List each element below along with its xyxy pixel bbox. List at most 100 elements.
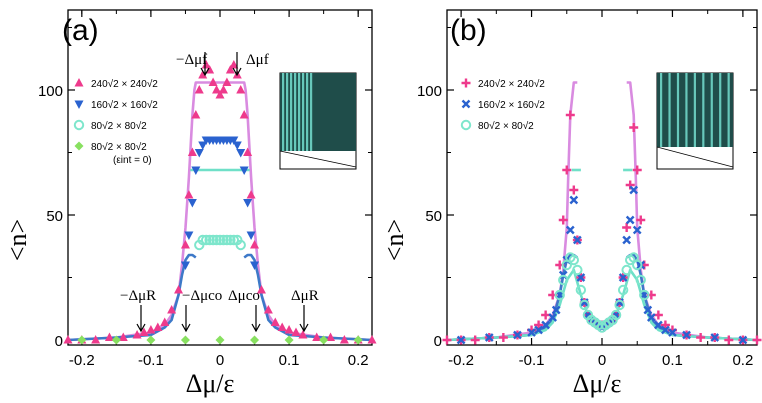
data-point	[218, 234, 229, 246]
data-point	[160, 317, 170, 326]
data-point	[211, 234, 222, 246]
data-point	[554, 289, 565, 301]
data-point	[187, 147, 197, 156]
data-point	[180, 261, 190, 270]
data-point	[284, 335, 294, 345]
data-point	[710, 333, 720, 342]
data-point	[250, 335, 260, 345]
inset-stripe	[660, 73, 663, 147]
data-point	[484, 333, 494, 342]
x-tick-label: -0.1	[138, 352, 164, 369]
inset-stripe	[298, 73, 301, 151]
data-point	[555, 290, 565, 300]
data-point	[622, 235, 632, 245]
arrow-icon	[181, 305, 191, 333]
panel-b: (b) <n> Δμ/ε -0.2 -0.1 0 0.1 0.2 0 50 100 240√2…	[380, 9, 762, 398]
y-tick-label: 50	[46, 208, 63, 225]
data-point	[153, 322, 163, 331]
data-point	[548, 313, 558, 322]
legend-marker	[461, 99, 471, 109]
panel-a-legend: 240√2 × 240√2 160√2 × 160√2 80√2 × 80√2 80√…	[73, 78, 158, 166]
legend-label: 80√2 × 80√2	[91, 120, 147, 132]
inset-stripe	[719, 73, 722, 147]
inset-stripe	[282, 73, 285, 151]
data-point	[146, 335, 156, 345]
data-point	[236, 149, 246, 158]
data-point	[319, 335, 329, 345]
data-point	[738, 335, 748, 345]
data-point	[228, 234, 240, 246]
data-point	[752, 335, 762, 345]
data-point	[696, 333, 706, 342]
annotation-minus-dmu-f: −Δμf	[176, 52, 207, 68]
data-point	[442, 335, 452, 345]
data-point	[629, 123, 639, 132]
legend-marker	[461, 78, 471, 88]
data-point	[246, 190, 256, 199]
panel-a-xlabel: Δμ/ε	[186, 369, 235, 398]
arrow-icon	[232, 52, 242, 77]
legend-marker	[74, 100, 84, 109]
x-tick-label: -0.2	[69, 352, 95, 369]
inset-stripe	[294, 73, 297, 151]
data-point	[580, 298, 589, 307]
data-point	[204, 234, 215, 246]
y-tick-label: 100	[38, 83, 63, 100]
data-point	[63, 335, 73, 344]
data-point	[551, 305, 561, 315]
data-point	[194, 149, 204, 158]
data-point	[569, 185, 579, 195]
data-point	[724, 335, 734, 345]
legend-marker	[74, 141, 84, 151]
panel-a-inset-snapshot	[279, 72, 357, 170]
data-point	[575, 284, 587, 296]
data-point	[682, 330, 691, 340]
y-tick-label: 0	[434, 333, 442, 350]
data-point	[180, 335, 190, 345]
data-point	[235, 239, 246, 251]
y-tick-label: 0	[55, 333, 63, 350]
data-point	[212, 85, 222, 94]
inset-stripe	[302, 73, 305, 151]
data-point	[635, 274, 646, 286]
data-point	[187, 199, 197, 208]
data-point	[208, 77, 218, 86]
data-point	[660, 320, 670, 330]
data-point	[339, 335, 349, 344]
data-point	[470, 335, 480, 345]
data-point	[215, 335, 225, 345]
data-point	[661, 325, 670, 335]
legend-marker	[460, 119, 472, 131]
data-point	[225, 234, 236, 246]
data-point	[632, 165, 642, 175]
data-point	[246, 231, 256, 240]
data-point	[312, 332, 322, 341]
annotation-dmu-f: Δμf	[246, 52, 269, 68]
data-point	[263, 305, 273, 314]
data-point	[558, 215, 568, 225]
data-point	[104, 332, 114, 341]
data-point	[654, 320, 663, 330]
inset-stripe	[286, 73, 289, 151]
data-point	[215, 90, 225, 99]
data-point	[558, 274, 569, 286]
inset-stripe	[290, 73, 293, 151]
x-tick-label: -0.1	[519, 352, 545, 369]
data-point	[221, 234, 233, 246]
data-point	[239, 166, 249, 175]
data-point	[625, 215, 635, 225]
panel-b-legend: 240√2 × 240√2 160√2 × 160√2 80√2 × 80√2	[460, 78, 545, 132]
inset-stripe	[306, 73, 309, 151]
data-point	[565, 225, 575, 235]
data-point	[610, 309, 622, 321]
data-point	[513, 330, 522, 340]
y-tick-label: 50	[425, 208, 442, 225]
data-point	[569, 195, 579, 205]
data-point	[562, 165, 572, 175]
arrow-icon	[136, 305, 146, 333]
data-point	[639, 289, 650, 301]
data-point	[621, 264, 632, 276]
data-point	[146, 325, 156, 334]
legend-label: 160√2 × 160√2	[91, 99, 158, 111]
